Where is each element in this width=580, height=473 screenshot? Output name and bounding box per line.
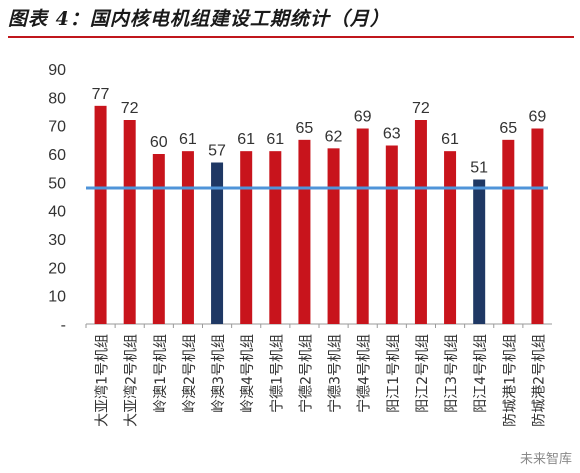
data-label: 62 [325, 128, 343, 145]
bar [444, 151, 457, 324]
x-category-label: 阳江4号机组 [473, 334, 489, 413]
y-tick-label: 20 [48, 260, 66, 277]
y-tick-label: 60 [48, 147, 66, 164]
bar [123, 120, 136, 324]
x-category-label: 大亚湾1号机组 [94, 334, 111, 427]
bar [94, 105, 107, 324]
bar [240, 151, 253, 324]
data-label: 51 [470, 160, 488, 177]
bar [502, 139, 515, 324]
data-label: 57 [208, 143, 226, 160]
bar [298, 139, 311, 324]
bar [152, 154, 165, 324]
x-category-label: 阳江2号机组 [415, 334, 431, 413]
x-category-label: 宁德2号机组 [297, 334, 314, 413]
bar [414, 120, 427, 324]
data-label: 72 [121, 100, 139, 117]
figure-title: 图表 4：国内核电机组建设工期统计（月） [8, 8, 390, 30]
bar [356, 128, 369, 324]
bar [473, 179, 486, 324]
data-label: 60 [150, 134, 168, 151]
x-category-label: 大亚湾2号机组 [123, 334, 140, 427]
title-divider [8, 36, 574, 38]
x-category-label: 岭澳1号机组 [153, 334, 169, 413]
data-label: 61 [266, 131, 284, 148]
data-label: 63 [383, 126, 401, 143]
bar [269, 151, 282, 324]
y-tick-label: 70 [48, 119, 66, 136]
x-category-label: 阳江1号机组 [386, 334, 402, 413]
data-label: 69 [354, 109, 372, 126]
y-tick-label: 30 [48, 232, 66, 249]
x-category-label: 岭澳3号机组 [211, 334, 227, 413]
data-label: 72 [412, 100, 430, 117]
y-tick-label: 10 [48, 289, 66, 306]
y-tick-label: 50 [48, 175, 66, 192]
x-category-label: 防城港1号机组 [502, 334, 518, 427]
data-label: 77 [92, 86, 110, 103]
x-category-label: 阳江3号机组 [444, 334, 460, 413]
bar [181, 151, 194, 324]
data-label: 69 [529, 109, 547, 126]
bar [211, 162, 224, 324]
y-tick-label: - [61, 317, 66, 334]
data-label: 61 [441, 131, 459, 148]
data-label: 65 [499, 120, 517, 137]
y-tick-label: 40 [48, 204, 66, 221]
bar [327, 148, 340, 324]
x-category-label: 宁德1号机组 [268, 334, 285, 413]
y-tick-label: 90 [48, 62, 66, 79]
x-category-label: 岭澳4号机组 [240, 334, 256, 413]
data-label: 65 [296, 120, 314, 137]
data-label: 61 [237, 131, 255, 148]
watermark-text: 未来智库 [519, 452, 572, 467]
data-label: 61 [179, 131, 197, 148]
bar [531, 128, 544, 324]
x-category-label: 防城港2号机组 [531, 334, 547, 427]
x-category-label: 岭澳2号机组 [182, 334, 198, 413]
x-category-label: 宁德3号机组 [327, 334, 344, 413]
x-category-label: 宁德4号机组 [356, 334, 373, 413]
bar [385, 145, 398, 324]
y-tick-label: 80 [48, 90, 66, 107]
